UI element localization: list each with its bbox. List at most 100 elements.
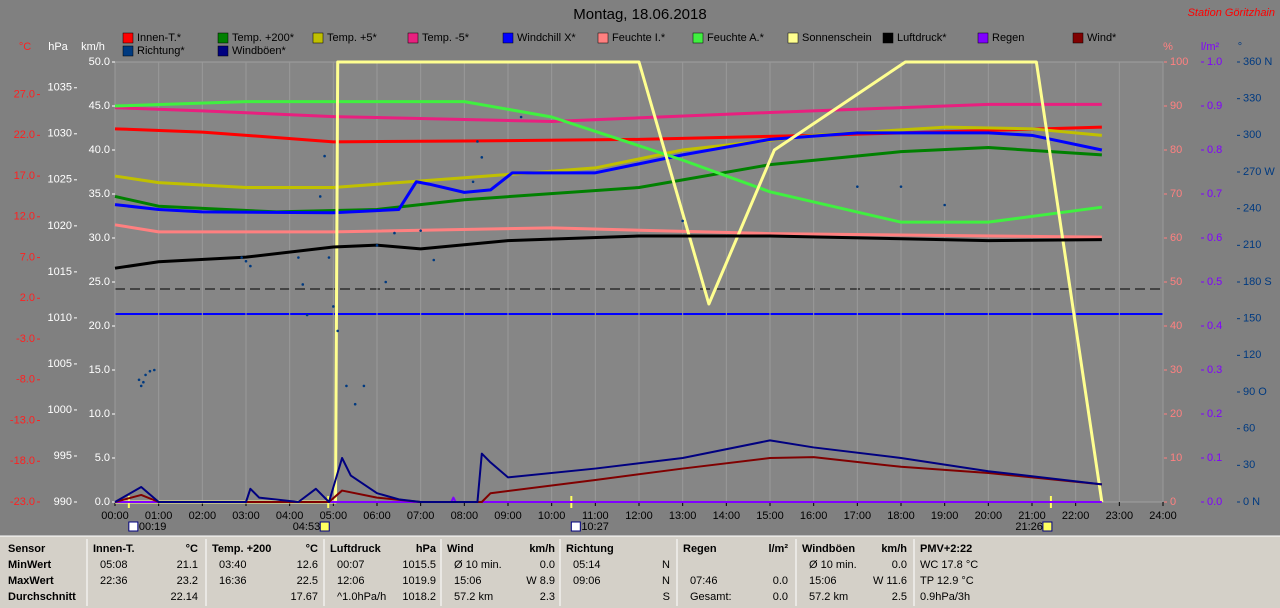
direction-dot — [345, 384, 348, 388]
x-tick-label: 19:00 — [931, 510, 959, 522]
x-tick-label: 16:00 — [800, 510, 828, 522]
direction-dot — [353, 402, 357, 406]
direction-dot — [153, 368, 156, 372]
column-title: Luftdruck — [330, 543, 382, 555]
cell-value: 0.0 — [773, 575, 788, 587]
direction-dot — [362, 384, 366, 388]
y-tick-label: 5.0 — [95, 452, 110, 464]
direction-dot — [139, 384, 143, 388]
cell-label: TP 12.9 °C — [920, 575, 974, 587]
y-tick-label: 1035 — [48, 82, 72, 94]
legend-swatch — [597, 32, 609, 44]
x-tick-label: 07:00 — [407, 510, 435, 522]
cell-label: 16:36 — [219, 575, 247, 587]
y-tick-label: 50 — [1170, 276, 1182, 288]
station-name: Station Göritzhain — [1188, 7, 1275, 19]
row-label: MinWert — [8, 559, 52, 571]
legend-label: Windchill X* — [517, 32, 576, 44]
cell-value: 22.5 — [297, 575, 318, 587]
direction-dot — [244, 259, 248, 263]
y-tick-label: 150 — [1243, 313, 1261, 325]
y-tick-label: 50.0 — [89, 56, 110, 68]
column-title: Windböen — [802, 543, 855, 555]
direction-dot — [471, 180, 475, 184]
direction-dot — [305, 313, 309, 317]
y-tick-label: 17.0 — [14, 170, 35, 182]
x-tick-label: 01:00 — [145, 510, 173, 522]
y-tick-label: 100 — [1170, 56, 1188, 68]
y-tick-label: 35.0 — [89, 188, 110, 200]
legend-swatch — [1072, 32, 1084, 44]
column-title: Wind — [447, 543, 474, 555]
cell-value: 0.0 — [540, 559, 555, 571]
column-unit: km/h — [529, 543, 555, 555]
direction-dot — [318, 195, 322, 198]
y-tick-label: 7.0 — [20, 251, 35, 263]
direction-dot — [476, 140, 479, 143]
cell-value: 12.6 — [297, 559, 318, 571]
legend-label: Temp. -5* — [422, 32, 470, 44]
y-tick-label: 0.7 — [1207, 188, 1222, 200]
direction-dot — [142, 380, 145, 384]
direction-dot — [519, 115, 523, 119]
direction-dot — [301, 283, 305, 286]
axis-unit: °C — [19, 41, 31, 53]
y-tick-label: 180 S — [1243, 276, 1272, 288]
legend-swatch — [217, 32, 229, 44]
y-tick-label: 990 — [54, 496, 72, 508]
marker-icon — [1042, 521, 1053, 532]
direction-dot — [137, 378, 141, 382]
y-tick-label: 1.0 — [1207, 56, 1222, 68]
y-tick-label: 0.6 — [1207, 232, 1222, 244]
column-title: Regen — [683, 543, 717, 555]
cell-value: W 8.9 — [526, 575, 555, 587]
cell-value: 22.14 — [170, 591, 198, 603]
cell-value: 17.67 — [290, 591, 318, 603]
x-tick-label: 23:00 — [1106, 510, 1134, 522]
x-tick-label: 05:00 — [320, 510, 348, 522]
series-line — [114, 131, 1103, 215]
y-tick-label: 0 N — [1243, 496, 1260, 508]
cell-label: 07:46 — [690, 575, 718, 587]
series-line — [114, 234, 1102, 270]
y-tick-label: 22.0 — [14, 129, 35, 141]
direction-dot — [144, 373, 147, 377]
y-tick-label: 25.0 — [89, 276, 110, 288]
y-tick-label: 1010 — [48, 312, 72, 324]
x-tick-label: 00:00 — [101, 510, 129, 522]
direction-dot — [375, 244, 379, 247]
x-tick-label: 24:00 — [1149, 510, 1177, 522]
cell-label: Ø 10 min. — [454, 559, 502, 571]
direction-dot — [323, 154, 326, 158]
y-tick-label: 45.0 — [89, 100, 110, 112]
legend-label: Innen-T.* — [137, 32, 182, 44]
series-line — [115, 60, 1104, 504]
marker-icon — [128, 521, 139, 532]
cell-value: 2.5 — [892, 591, 907, 603]
y-tick-label: 995 — [54, 450, 72, 462]
direction-dot — [393, 231, 396, 235]
y-tick-label: 1020 — [48, 220, 72, 232]
x-tick-label: 18:00 — [887, 510, 915, 522]
legend-swatch — [407, 32, 419, 44]
column-unit: °C — [186, 543, 198, 555]
column-unit: °C — [306, 543, 318, 555]
x-tick-label: 06:00 — [363, 510, 391, 522]
legend-label: Richtung* — [137, 45, 185, 57]
legend-label: Wind* — [1087, 32, 1117, 44]
direction-dot — [327, 256, 331, 259]
cell-value: 0.0 — [773, 591, 788, 603]
cell-label: 57.2 km — [454, 591, 493, 603]
legend-label: Regen — [992, 32, 1024, 44]
cell-value: S — [663, 591, 670, 603]
x-tick-label: 15:00 — [756, 510, 784, 522]
column-title: PMV+2:22 — [920, 543, 972, 555]
y-tick-label: 15.0 — [89, 364, 110, 376]
series-line — [114, 439, 1102, 503]
cell-label: 22:36 — [100, 575, 128, 587]
series-line — [114, 100, 1103, 224]
y-tick-label: 0.2 — [1207, 408, 1222, 420]
y-tick-label: 70 — [1170, 188, 1182, 200]
series-line — [114, 102, 1102, 123]
x-tick-label: 11:00 — [582, 510, 609, 522]
